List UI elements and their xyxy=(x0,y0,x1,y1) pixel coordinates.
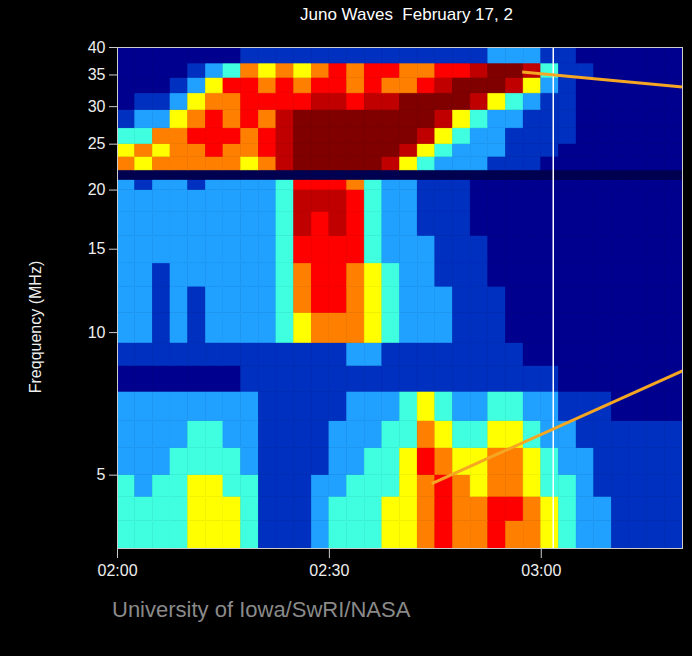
html-text:Freqquency (MHz): Freqquency (MHz) xyxy=(27,260,44,394)
svg-text:20: 20 xyxy=(88,181,106,198)
svg-text:02:30: 02:30 xyxy=(309,562,349,579)
svg-text:10: 10 xyxy=(88,324,106,341)
svg-text:40: 40 xyxy=(88,39,106,56)
svg-text:15: 15 xyxy=(88,240,106,257)
svg-text:30: 30 xyxy=(88,98,106,115)
svg-text:02:00: 02:00 xyxy=(97,562,137,579)
svg-text:25: 25 xyxy=(88,135,106,152)
html-text:Juno Waves February 17, 2: Juno Waves February 17, 2 xyxy=(300,5,513,24)
html-text:University of Iowa/SwRI/NASA: University of Iowa/SwRI/NASA xyxy=(112,597,411,622)
svg-text:03:00: 03:00 xyxy=(521,562,561,579)
svg-text:5: 5 xyxy=(97,466,106,483)
svg-text:35: 35 xyxy=(88,66,106,83)
